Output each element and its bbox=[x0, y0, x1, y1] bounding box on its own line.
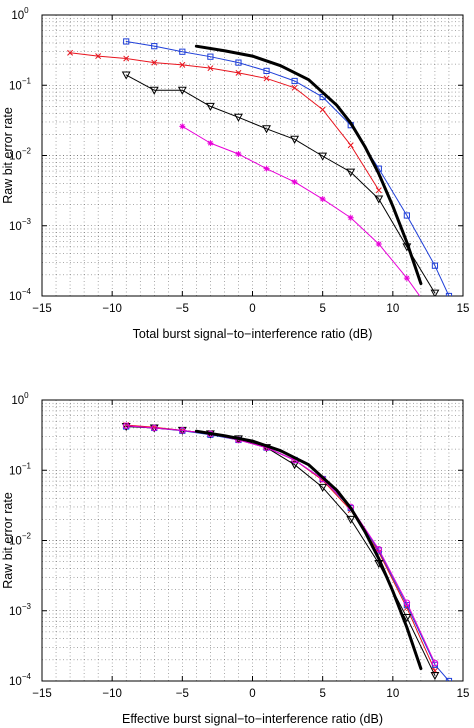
chart2-series-4-point bbox=[150, 424, 158, 432]
chart1-series-1-line bbox=[125, 40, 450, 296]
chart2-xtick-label: 5 bbox=[319, 688, 325, 700]
chart2: −15 −10 −5 0 5 10 15 100 10−1 10−2 10−3 10−4 Effecti… bbox=[1, 391, 469, 726]
chart2-ytick-label: 10−3 bbox=[9, 602, 31, 618]
chart1-series-1-point bbox=[207, 53, 214, 60]
chart2-ytick-label: 10−2 bbox=[9, 532, 31, 548]
chart2-xtick-label: 0 bbox=[249, 688, 255, 700]
chart2-xtick-label: −15 bbox=[32, 688, 52, 700]
chart2-ytick-label: 10−4 bbox=[9, 672, 31, 688]
chart1-series-1-point bbox=[123, 38, 130, 45]
chart1-xlabel: Total burst signal−to−interference ratio… bbox=[133, 327, 373, 341]
chart1-series-2-point bbox=[207, 65, 214, 72]
chart2-xtick-label: −10 bbox=[102, 688, 122, 700]
chart1-series-3-point bbox=[430, 289, 440, 296]
chart1-series-1-point bbox=[291, 77, 298, 85]
chart2-series-4-point bbox=[179, 427, 186, 434]
chart1-series-4-point bbox=[207, 140, 214, 147]
chart2-series-4-point bbox=[375, 545, 383, 553]
chart2-ytick-label: 10−1 bbox=[9, 461, 31, 477]
chart1-series-2-point bbox=[235, 69, 242, 76]
chart1-series-3-point bbox=[290, 135, 300, 144]
chart1-series-group bbox=[67, 38, 453, 320]
chart1-xtick-label: −10 bbox=[102, 303, 122, 315]
chart2-series-4-point bbox=[431, 659, 439, 667]
chart1-series-5-line bbox=[194, 44, 423, 286]
chart1-ytick-label: 100 bbox=[11, 6, 29, 22]
chart1-series-3-point bbox=[177, 86, 187, 95]
chart1-ytick-label: 10−2 bbox=[9, 147, 31, 163]
chart1: −15 −10 −5 0 5 10 15 100 10−1 10−2 10−3 10−4 Total b… bbox=[1, 6, 469, 341]
chart1-series-1-point bbox=[445, 292, 453, 296]
chart1-xtick-label: 15 bbox=[457, 303, 470, 315]
chart1-series-1-point bbox=[179, 48, 186, 55]
chart1-series-2-point bbox=[263, 75, 270, 82]
chart1-series-4-point bbox=[347, 214, 354, 221]
chart1-series-1-point bbox=[431, 262, 439, 269]
chart1-ytick-label: 10−3 bbox=[9, 217, 31, 233]
chart1-series-4-point bbox=[179, 123, 186, 130]
chart1-xtick-label: 10 bbox=[386, 303, 399, 315]
chart1-series-3-point bbox=[121, 71, 131, 80]
chart1-xtick-label: 5 bbox=[319, 303, 325, 315]
chart1-ytick-label: 10−1 bbox=[9, 76, 31, 92]
chart1-series-3-point bbox=[318, 152, 328, 161]
chart1-series-3-point bbox=[374, 195, 384, 204]
chart2-grid bbox=[41, 399, 464, 682]
chart2-series-4-line bbox=[125, 425, 436, 664]
chart1-series-3-point bbox=[205, 102, 215, 112]
chart2-ytick-label: 100 bbox=[11, 391, 29, 407]
chart2-ylabel: Raw bit error rate bbox=[1, 492, 15, 589]
chart1-series-4-point bbox=[319, 196, 326, 203]
chart1-series-2-point bbox=[151, 59, 158, 66]
chart2-series-5-line bbox=[194, 429, 423, 671]
chart1-ylabel: Raw bit error rate bbox=[1, 107, 15, 204]
chart1-series-1-point bbox=[263, 67, 270, 75]
chart1-series-2-line bbox=[69, 52, 380, 191]
chart1-xtick-label: −5 bbox=[176, 303, 189, 315]
chart2-series-group bbox=[121, 422, 453, 681]
chart1-series-4-line bbox=[181, 125, 421, 296]
chart1-series-1-point bbox=[235, 59, 242, 66]
chart1-series-4-point bbox=[291, 178, 298, 185]
chart1-xtick-label: 0 bbox=[249, 303, 255, 315]
chart2-series-4-point bbox=[122, 422, 130, 430]
chart1-xtick-label: −15 bbox=[32, 303, 52, 315]
chart1-series-4-point bbox=[403, 275, 410, 282]
chart2-series-3-point bbox=[290, 461, 300, 470]
chart1-series-3-line bbox=[125, 74, 436, 294]
chart1-series-4-point bbox=[432, 314, 438, 320]
chart1-series-1-point bbox=[403, 212, 410, 219]
chart2-series-3-point bbox=[121, 422, 131, 432]
chart2-xtick-label: −5 bbox=[176, 688, 189, 700]
chart1-series-3-point bbox=[149, 86, 159, 95]
chart2-series-4-point bbox=[403, 599, 411, 607]
chart2-xtick-label: 15 bbox=[457, 688, 470, 700]
chart1-series-2-point bbox=[319, 106, 326, 113]
chart2-series-3-point bbox=[346, 515, 356, 524]
chart2-xtick-label: 10 bbox=[386, 688, 399, 700]
chart1-series-4-point bbox=[375, 240, 382, 247]
chart1-series-3-point bbox=[346, 168, 356, 177]
chart2-series-2-point bbox=[445, 677, 453, 681]
chart1-series-2-point bbox=[95, 53, 102, 60]
chart2-series-3-point bbox=[402, 614, 412, 623]
chart1-series-2-point bbox=[291, 84, 298, 91]
chart1-series-2-point bbox=[123, 55, 130, 62]
chart1-series-4-point bbox=[263, 165, 270, 172]
chart1-series-1-point bbox=[151, 43, 158, 50]
chart2-series-3-point bbox=[430, 671, 440, 681]
chart1-series-2-point bbox=[179, 61, 186, 68]
chart1-series-3-point bbox=[262, 125, 271, 134]
chart2-xlabel: Effective burst signal−to−interference r… bbox=[122, 712, 383, 726]
chart1-series-2-point bbox=[375, 187, 382, 194]
chart1-series-4-point bbox=[235, 151, 242, 158]
chart1-series-2-point bbox=[347, 142, 354, 149]
chart1-ytick-label: 10−4 bbox=[9, 287, 31, 303]
chart1-series-2-point bbox=[67, 49, 74, 56]
chart2-series-3-point bbox=[318, 483, 328, 493]
chart1-series-3-point bbox=[234, 113, 243, 122]
